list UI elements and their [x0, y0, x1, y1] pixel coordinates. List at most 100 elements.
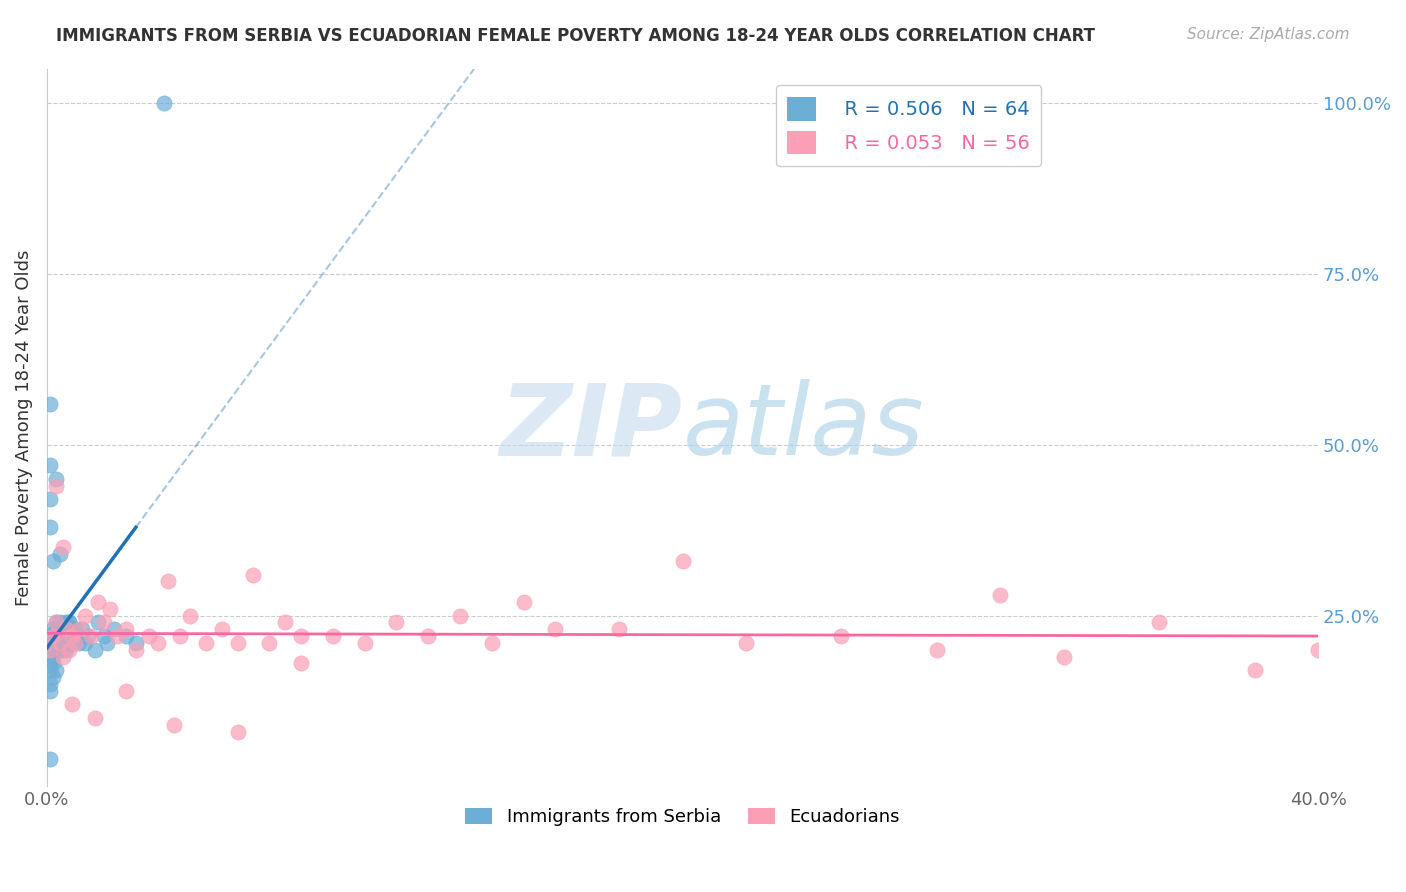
Point	[55, 622, 77, 636]
Point	[83, 642, 105, 657]
Point	[45, 636, 67, 650]
Point	[925, 642, 948, 657]
Text: atlas: atlas	[682, 379, 924, 476]
Point	[45, 615, 67, 630]
Y-axis label: Female Poverty Among 18-24 Year Olds: Female Poverty Among 18-24 Year Olds	[15, 249, 32, 606]
Point	[163, 718, 186, 732]
Point	[39, 458, 62, 472]
Point	[60, 622, 83, 636]
Point	[153, 95, 176, 110]
Point	[58, 629, 80, 643]
Point	[77, 629, 100, 643]
Point	[48, 547, 70, 561]
Point	[42, 636, 65, 650]
Point	[449, 608, 471, 623]
Point	[48, 636, 70, 650]
Point	[100, 601, 122, 615]
Point	[169, 629, 191, 643]
Point	[67, 622, 90, 636]
Point	[353, 636, 375, 650]
Point	[988, 588, 1011, 602]
Point	[73, 608, 96, 623]
Point	[87, 615, 110, 630]
Point	[115, 622, 138, 636]
Point	[226, 636, 249, 650]
Point	[179, 608, 201, 623]
Point	[70, 622, 93, 636]
Point	[259, 636, 281, 650]
Point	[73, 636, 96, 650]
Point	[52, 636, 75, 650]
Point	[42, 629, 65, 643]
Point	[194, 636, 217, 650]
Point	[52, 642, 75, 657]
Point	[58, 615, 80, 630]
Text: IMMIGRANTS FROM SERBIA VS ECUADORIAN FEMALE POVERTY AMONG 18-24 YEAR OLDS CORREL: IMMIGRANTS FROM SERBIA VS ECUADORIAN FEM…	[56, 27, 1095, 45]
Point	[45, 663, 67, 677]
Point	[42, 657, 65, 671]
Point	[481, 636, 503, 650]
Point	[48, 642, 70, 657]
Point	[45, 615, 67, 630]
Text: Source: ZipAtlas.com: Source: ZipAtlas.com	[1187, 27, 1350, 42]
Point	[39, 629, 62, 643]
Point	[96, 636, 118, 650]
Point	[1308, 642, 1330, 657]
Point	[39, 683, 62, 698]
Point	[45, 629, 67, 643]
Point	[42, 622, 65, 636]
Point	[39, 663, 62, 677]
Point	[39, 642, 62, 657]
Point	[93, 615, 115, 630]
Point	[735, 636, 758, 650]
Point	[42, 554, 65, 568]
Point	[65, 622, 87, 636]
Point	[1147, 615, 1170, 630]
Point	[48, 615, 70, 630]
Point	[65, 636, 87, 650]
Point	[48, 629, 70, 643]
Point	[156, 574, 179, 589]
Point	[125, 636, 148, 650]
Point	[1243, 663, 1265, 677]
Point	[67, 629, 90, 643]
Point	[211, 622, 233, 636]
Point	[544, 622, 567, 636]
Legend: Immigrants from Serbia, Ecuadorians: Immigrants from Serbia, Ecuadorians	[456, 798, 910, 835]
Point	[45, 636, 67, 650]
Point	[671, 554, 693, 568]
Point	[115, 629, 138, 643]
Point	[418, 629, 440, 643]
Point	[52, 622, 75, 636]
Point	[42, 642, 65, 657]
Point	[607, 622, 630, 636]
Point	[42, 649, 65, 664]
Point	[242, 567, 264, 582]
Point	[39, 752, 62, 766]
Point	[146, 636, 169, 650]
Point	[42, 636, 65, 650]
Point	[48, 636, 70, 650]
Point	[45, 478, 67, 492]
Point	[45, 629, 67, 643]
Point	[830, 629, 852, 643]
Point	[115, 683, 138, 698]
Point	[105, 629, 128, 643]
Point	[45, 472, 67, 486]
Point	[52, 649, 75, 664]
Text: ZIP: ZIP	[499, 379, 682, 476]
Point	[290, 629, 312, 643]
Point	[512, 595, 534, 609]
Point	[83, 711, 105, 725]
Point	[48, 622, 70, 636]
Point	[322, 629, 344, 643]
Point	[39, 649, 62, 664]
Point	[67, 636, 90, 650]
Point	[58, 642, 80, 657]
Point	[93, 629, 115, 643]
Point	[55, 615, 77, 630]
Point	[138, 629, 160, 643]
Point	[55, 636, 77, 650]
Point	[80, 629, 103, 643]
Point	[103, 622, 125, 636]
